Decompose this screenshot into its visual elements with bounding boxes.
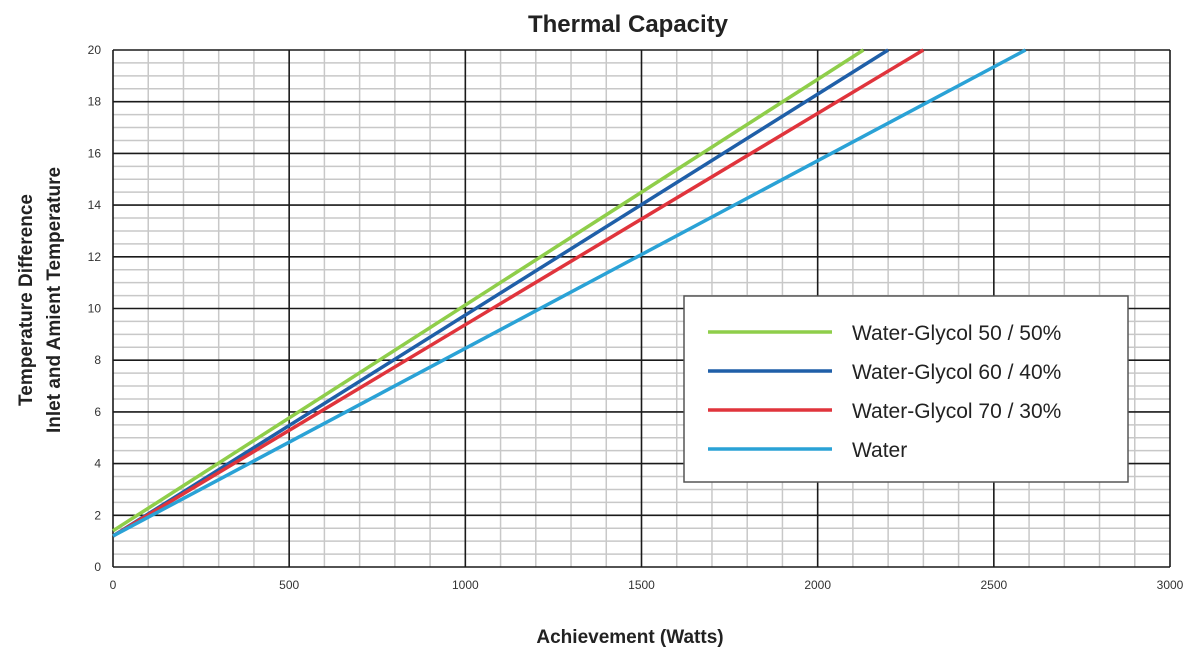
x-tick-label: 1000: [452, 578, 479, 592]
chart-title: Thermal Capacity: [528, 11, 729, 38]
x-tick-label: 0: [110, 578, 117, 592]
y-tick-label: 12: [88, 250, 102, 264]
y-tick-label: 14: [88, 198, 102, 212]
legend-label-4: Water: [852, 439, 907, 462]
series-line-1: [112, 48, 865, 533]
legend-label-1: Water-Glycol 50 / 50%: [852, 322, 1061, 345]
x-tick-label: 500: [279, 578, 299, 592]
legend-label-3: Water-Glycol 70 / 30%: [852, 400, 1061, 423]
y-tick-label: 20: [88, 43, 102, 57]
y-tick-label: 2: [94, 508, 101, 522]
y-tick-label: 10: [88, 302, 102, 316]
tick-labels: 0 500 1000 1500 2000 2500 3000 0 2 4 6 8 10 12 14 16 18 2…: [88, 43, 1184, 592]
x-tick-label: 2000: [804, 578, 831, 592]
x-tick-label: 3000: [1157, 578, 1184, 592]
series-line-2: [112, 48, 890, 538]
y-tick-label: 16: [88, 146, 102, 160]
series-line-4: [112, 48, 1027, 538]
y-tick-label: 8: [94, 353, 101, 367]
y-axis-label-line1: Temperature Difference: [16, 194, 37, 406]
legend-box: [683, 295, 1129, 483]
series-line-3: [112, 48, 925, 538]
y-tick-label: 4: [94, 457, 101, 471]
legend-label-2: Water-Glycol 60 / 40%: [852, 361, 1061, 384]
y-tick-label: 0: [94, 560, 101, 574]
series-lines: [112, 48, 1027, 538]
x-tick-label: 1500: [628, 578, 655, 592]
x-tick-label: 2500: [980, 578, 1007, 592]
y-tick-label: 18: [88, 95, 102, 109]
x-axis-label: Achievement (Watts): [536, 627, 723, 648]
y-tick-label: 6: [94, 405, 101, 419]
legend: Water-Glycol 50 / 50% Water-Glycol 60 / 4…: [683, 295, 1129, 483]
y-axis-label-line2: Inlet and Amient Temperature: [44, 167, 65, 433]
